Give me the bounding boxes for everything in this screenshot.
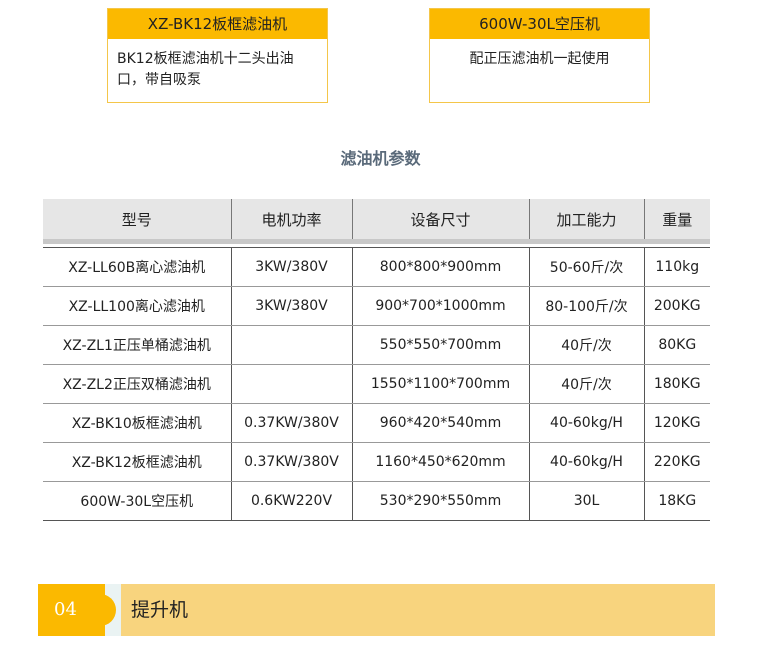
column-header: 加工能力 <box>528 199 644 239</box>
table-cell <box>230 325 352 365</box>
table-row: XZ-LL60B离心滤油机 3KW/380V 800*800*900mm 50-60斤… <box>43 247 710 287</box>
product-card-compressor: 600W-30L空压机 配正压滤油机一起使用 <box>429 8 650 103</box>
table-row: XZ-BK12板框滤油机 0.37KW/380V 1160*450*620mm 40-… <box>43 442 710 482</box>
table-cell: 120KG <box>643 403 710 443</box>
table-cell: 0.37KW/380V <box>230 442 352 482</box>
table-cell: 1160*450*620mm <box>351 442 529 482</box>
table-cell: 200KG <box>643 286 710 326</box>
table-cell: 80KG <box>643 325 710 365</box>
section-number: 04 <box>38 584 105 636</box>
column-header: 电机功率 <box>230 199 352 239</box>
table-cell: 0.37KW/380V <box>230 403 352 443</box>
table-cell: 50-60斤/次 <box>528 247 644 287</box>
table-row: 600W-30L空压机 0.6KW220V 530*290*550mm 30L 18KG <box>43 481 710 521</box>
table-cell: XZ-LL60B离心滤油机 <box>43 247 231 287</box>
table-row: XZ-ZL1正压单桶滤油机 550*550*700mm 40斤/次 80KG <box>43 325 710 365</box>
table-cell: 600W-30L空压机 <box>43 481 231 521</box>
table-cell: 960*420*540mm <box>351 403 529 443</box>
section-title: 提升机 <box>121 584 715 636</box>
table-row: XZ-LL100离心滤油机 3KW/380V 900*700*1000mm 80-10… <box>43 286 710 326</box>
table-cell: XZ-BK12板框滤油机 <box>43 442 231 482</box>
table-cell: 80-100斤/次 <box>528 286 644 326</box>
table-cell: 220KG <box>643 442 710 482</box>
table-cell: XZ-ZL1正压单桶滤油机 <box>43 325 231 365</box>
card-title: 600W-30L空压机 <box>430 9 649 39</box>
table-cell: 800*800*900mm <box>351 247 529 287</box>
table-cell: 40斤/次 <box>528 364 644 404</box>
product-card-bk12: XZ-BK12板框滤油机 BK12板框滤油机十二头出油口，带自吸泵 <box>107 8 328 103</box>
table-cell <box>230 364 352 404</box>
table-cell: 30L <box>528 481 644 521</box>
card-title: XZ-BK12板框滤油机 <box>108 9 327 39</box>
column-header: 重量 <box>643 199 710 239</box>
table-cell: XZ-BK10板框滤油机 <box>43 403 231 443</box>
table-cell: 3KW/380V <box>230 286 352 326</box>
table-cell: XZ-LL100离心滤油机 <box>43 286 231 326</box>
section-header: 04 提升机 <box>38 584 715 636</box>
table-cell: 550*550*700mm <box>351 325 529 365</box>
table-cell: 40-60kg/H <box>528 442 644 482</box>
table-row: XZ-ZL2正压双桶滤油机 1550*1100*700mm 40斤/次 180KG <box>43 364 710 404</box>
table-cell: 0.6KW220V <box>230 481 352 521</box>
table-title: 滤油机参数 <box>340 149 421 168</box>
table-cell: 180KG <box>643 364 710 404</box>
card-body: 配正压滤油机一起使用 <box>469 51 610 67</box>
table-row: XZ-BK10板框滤油机 0.37KW/380V 960*420*540mm 40-6… <box>43 403 710 443</box>
table-cell: 110kg <box>643 247 710 287</box>
column-header: 型号 <box>43 199 231 239</box>
table-cell: 40斤/次 <box>528 325 644 365</box>
table-cell: 40-60kg/H <box>528 403 644 443</box>
table-cell: 1550*1100*700mm <box>351 364 529 404</box>
table-cell: 900*700*1000mm <box>351 286 529 326</box>
params-table: 型号 电机功率 设备尺寸 加工能力 重量 XZ-LL60B离心滤油机 3KW/380V 80… <box>43 199 710 521</box>
table-cell: 3KW/380V <box>230 247 352 287</box>
card-body: BK12板框滤油机十二头出油口，带自吸泵 <box>117 51 294 88</box>
table-cell: 530*290*550mm <box>351 481 529 521</box>
column-header: 设备尺寸 <box>351 199 529 239</box>
table-cell: XZ-ZL2正压双桶滤油机 <box>43 364 231 404</box>
table-cell: 18KG <box>643 481 710 521</box>
